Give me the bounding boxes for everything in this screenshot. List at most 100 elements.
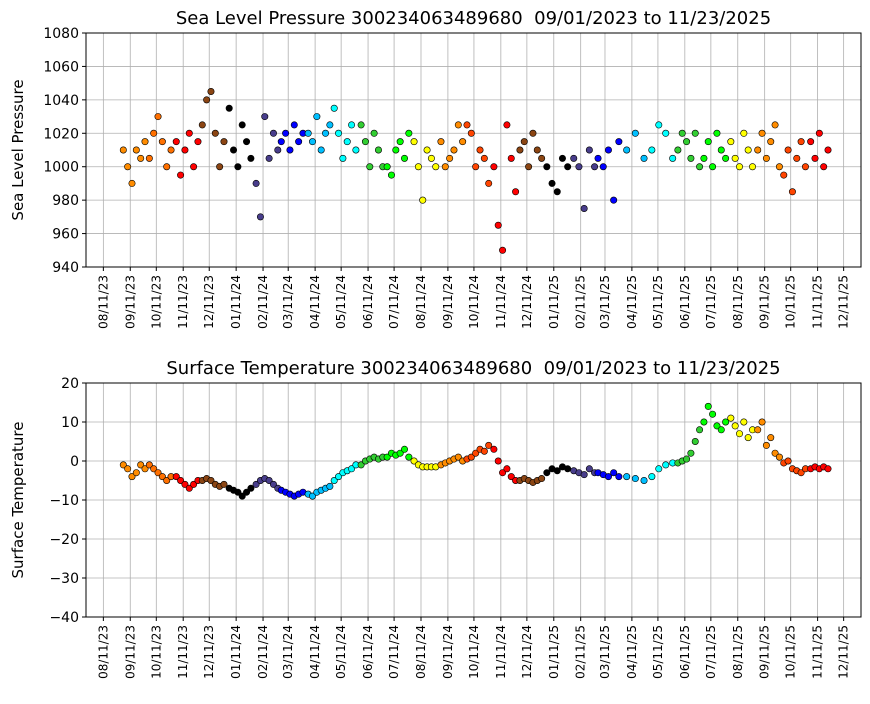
data-point (141, 465, 149, 473)
data-point (585, 146, 593, 154)
data-point (494, 221, 502, 229)
data-point (234, 488, 242, 496)
data-point (330, 104, 338, 112)
data-point (727, 138, 735, 146)
data-point (548, 179, 556, 187)
x-tick-label: 12/11/23 (202, 625, 216, 679)
data-point (615, 138, 623, 146)
data-point (304, 129, 312, 137)
data-point (480, 154, 488, 162)
data-point (181, 146, 189, 154)
data-point (631, 129, 639, 137)
data-point (591, 163, 599, 171)
x-tick-label: 07/11/24 (387, 275, 401, 329)
data-point (472, 163, 480, 171)
x-tick-label: 12/11/23 (202, 275, 216, 329)
data-point (683, 138, 691, 146)
chart-title: Sea Level Pressure 300234063489680 09/01… (176, 8, 771, 29)
data-point (463, 121, 471, 129)
data-point (419, 196, 427, 204)
data-point (815, 129, 823, 137)
x-tick-label: 08/11/24 (414, 625, 428, 679)
y-tick-label: 0 (70, 454, 79, 470)
x-tick-label: 09/11/25 (758, 625, 772, 679)
y-tick-label: 960 (52, 227, 79, 243)
data-point (490, 445, 498, 453)
x-tick-label: 09/11/23 (123, 625, 137, 679)
data-point (145, 154, 153, 162)
data-point (274, 146, 282, 154)
data-point (330, 476, 338, 484)
data-point (437, 138, 445, 146)
x-tick-label: 04/11/25 (625, 625, 639, 679)
data-point (683, 455, 691, 463)
data-point (128, 179, 136, 187)
data-point (762, 441, 770, 449)
x-tick-label: 03/11/25 (598, 275, 612, 329)
data-point (713, 422, 721, 430)
data-point (784, 146, 792, 154)
x-tick-label: 07/11/25 (704, 275, 718, 329)
data-point (383, 163, 391, 171)
data-point (538, 154, 546, 162)
data-point (780, 171, 788, 179)
data-point (366, 163, 374, 171)
data-point (185, 129, 193, 137)
data-point (252, 179, 260, 187)
data-point (594, 154, 602, 162)
x-tick-label: 05/11/25 (651, 625, 665, 679)
data-point (543, 469, 551, 477)
data-point (512, 188, 520, 196)
x-tick-label: 04/11/24 (308, 275, 322, 329)
data-point (335, 129, 343, 137)
data-point (507, 473, 515, 481)
data-point (295, 138, 303, 146)
data-point (211, 129, 219, 137)
data-point (640, 476, 648, 484)
data-point (507, 154, 515, 162)
data-point (520, 138, 528, 146)
y-tick-label: 1000 (43, 160, 79, 176)
data-point (348, 121, 356, 129)
data-point (177, 476, 185, 484)
data-point (824, 146, 832, 154)
data-point (181, 480, 189, 488)
data-point (339, 154, 347, 162)
data-point (387, 171, 395, 179)
y-tick-label: 20 (61, 376, 79, 392)
x-tick-label: 11/11/23 (176, 625, 190, 679)
data-point (575, 163, 583, 171)
data-point (309, 492, 317, 500)
data-point (252, 480, 260, 488)
data-point (441, 163, 449, 171)
data-point (194, 138, 202, 146)
data-point (352, 146, 360, 154)
data-point (648, 146, 656, 154)
data-point (553, 467, 561, 475)
data-point (163, 163, 171, 171)
data-point (687, 154, 695, 162)
x-tick-label: 10/11/24 (467, 625, 481, 679)
data-point (238, 121, 246, 129)
data-point (564, 465, 572, 473)
data-point (824, 465, 832, 473)
data-point (467, 129, 475, 137)
data-point (277, 138, 285, 146)
data-point (335, 473, 343, 481)
x-tick-label: 11/11/24 (494, 275, 508, 329)
data-point (655, 121, 663, 129)
x-tick-label: 02/11/25 (574, 275, 588, 329)
data-point (623, 473, 631, 481)
data-point (687, 449, 695, 457)
data-point (124, 163, 132, 171)
data-point (762, 154, 770, 162)
data-point (516, 146, 524, 154)
data-point (137, 461, 145, 469)
data-point (290, 121, 298, 129)
y-tick-label: −20 (49, 532, 79, 548)
data-point (220, 138, 228, 146)
data-point (754, 426, 762, 434)
x-tick-label: 09/11/25 (758, 275, 772, 329)
data-point (119, 461, 127, 469)
data-point (225, 104, 233, 112)
